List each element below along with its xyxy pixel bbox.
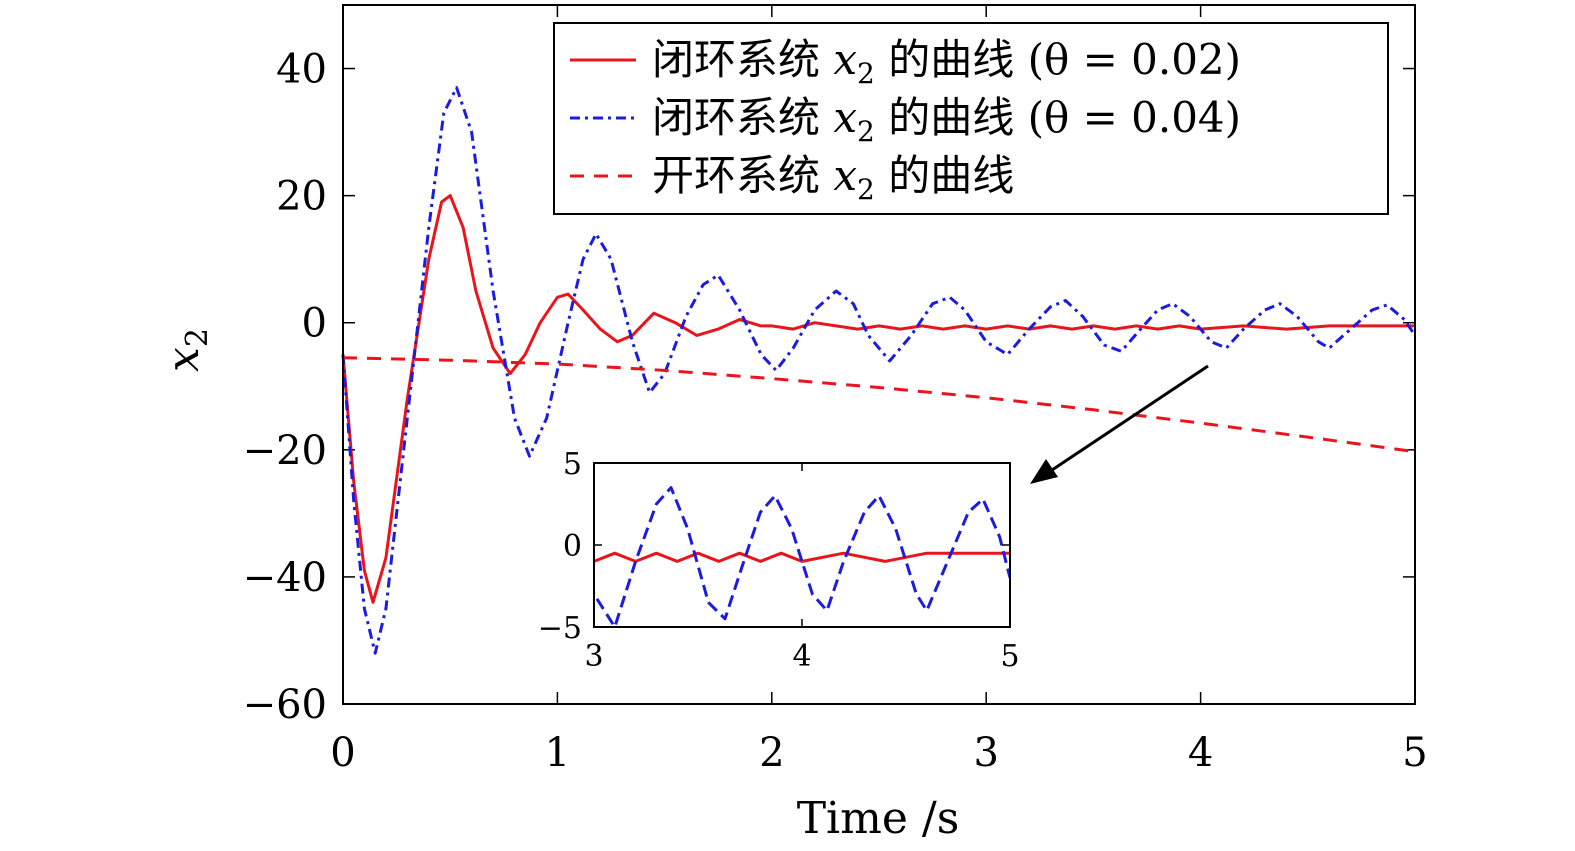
inset-y-tick-label: 0: [563, 529, 582, 564]
x-axis-label: Time /s: [797, 793, 960, 844]
legend-entry-2: 闭环系统 x2 的曲线 (θ = 0.04): [652, 93, 1241, 148]
x-tick-label: 3: [973, 730, 998, 776]
main-axes-frame: [342, 4, 1416, 705]
y-tick-label: 20: [276, 174, 327, 220]
inset-plot-area: 3 4 5 −5 0 5: [538, 447, 1020, 674]
y-tick-label: −40: [243, 555, 327, 601]
y-tick-label: 0: [302, 301, 327, 347]
y-tick-label: −60: [243, 682, 327, 728]
inset-background: [594, 463, 1010, 627]
inset-x-tick-label: 4: [792, 639, 811, 674]
x-tick-label: 1: [545, 730, 570, 776]
x-tick-label: 4: [1188, 730, 1213, 776]
x-tick-label: 0: [330, 730, 355, 776]
inset-y-tick-label: −5: [538, 611, 582, 646]
inset-series-line-1: [594, 551, 1010, 563]
legend-box: [553, 22, 1389, 215]
arrow-head: [1030, 459, 1058, 484]
legend-entry-3: 开环系统 x2 的曲线: [652, 151, 1014, 206]
series-line-3: [342, 356, 1416, 454]
inset-axes-frame: [593, 462, 1011, 628]
x-tick-label: 5: [1402, 730, 1427, 776]
inset-x-tick-label: 3: [584, 639, 603, 674]
arrow-shaft: [1051, 364, 1209, 472]
legend: 闭环系统 x2 的曲线 (θ = 0.02)闭环系统 x2 的曲线 (θ = 0…: [553, 22, 1389, 215]
inset-y-tick-label: 5: [563, 447, 582, 482]
legend-entry-1: 闭环系统 x2 的曲线 (θ = 0.02): [652, 35, 1241, 90]
axis-labels: Time /s x2: [158, 328, 959, 844]
x-tick-label: 2: [759, 730, 784, 776]
y-tick-label: 40: [276, 47, 327, 93]
zoom-arrow: [1030, 364, 1209, 484]
inset-x-tick-label: 5: [1000, 639, 1019, 674]
series-line-1: [341, 194, 1415, 604]
y-axis-label: x2: [158, 328, 215, 372]
y-tick-label: −20: [243, 428, 327, 474]
